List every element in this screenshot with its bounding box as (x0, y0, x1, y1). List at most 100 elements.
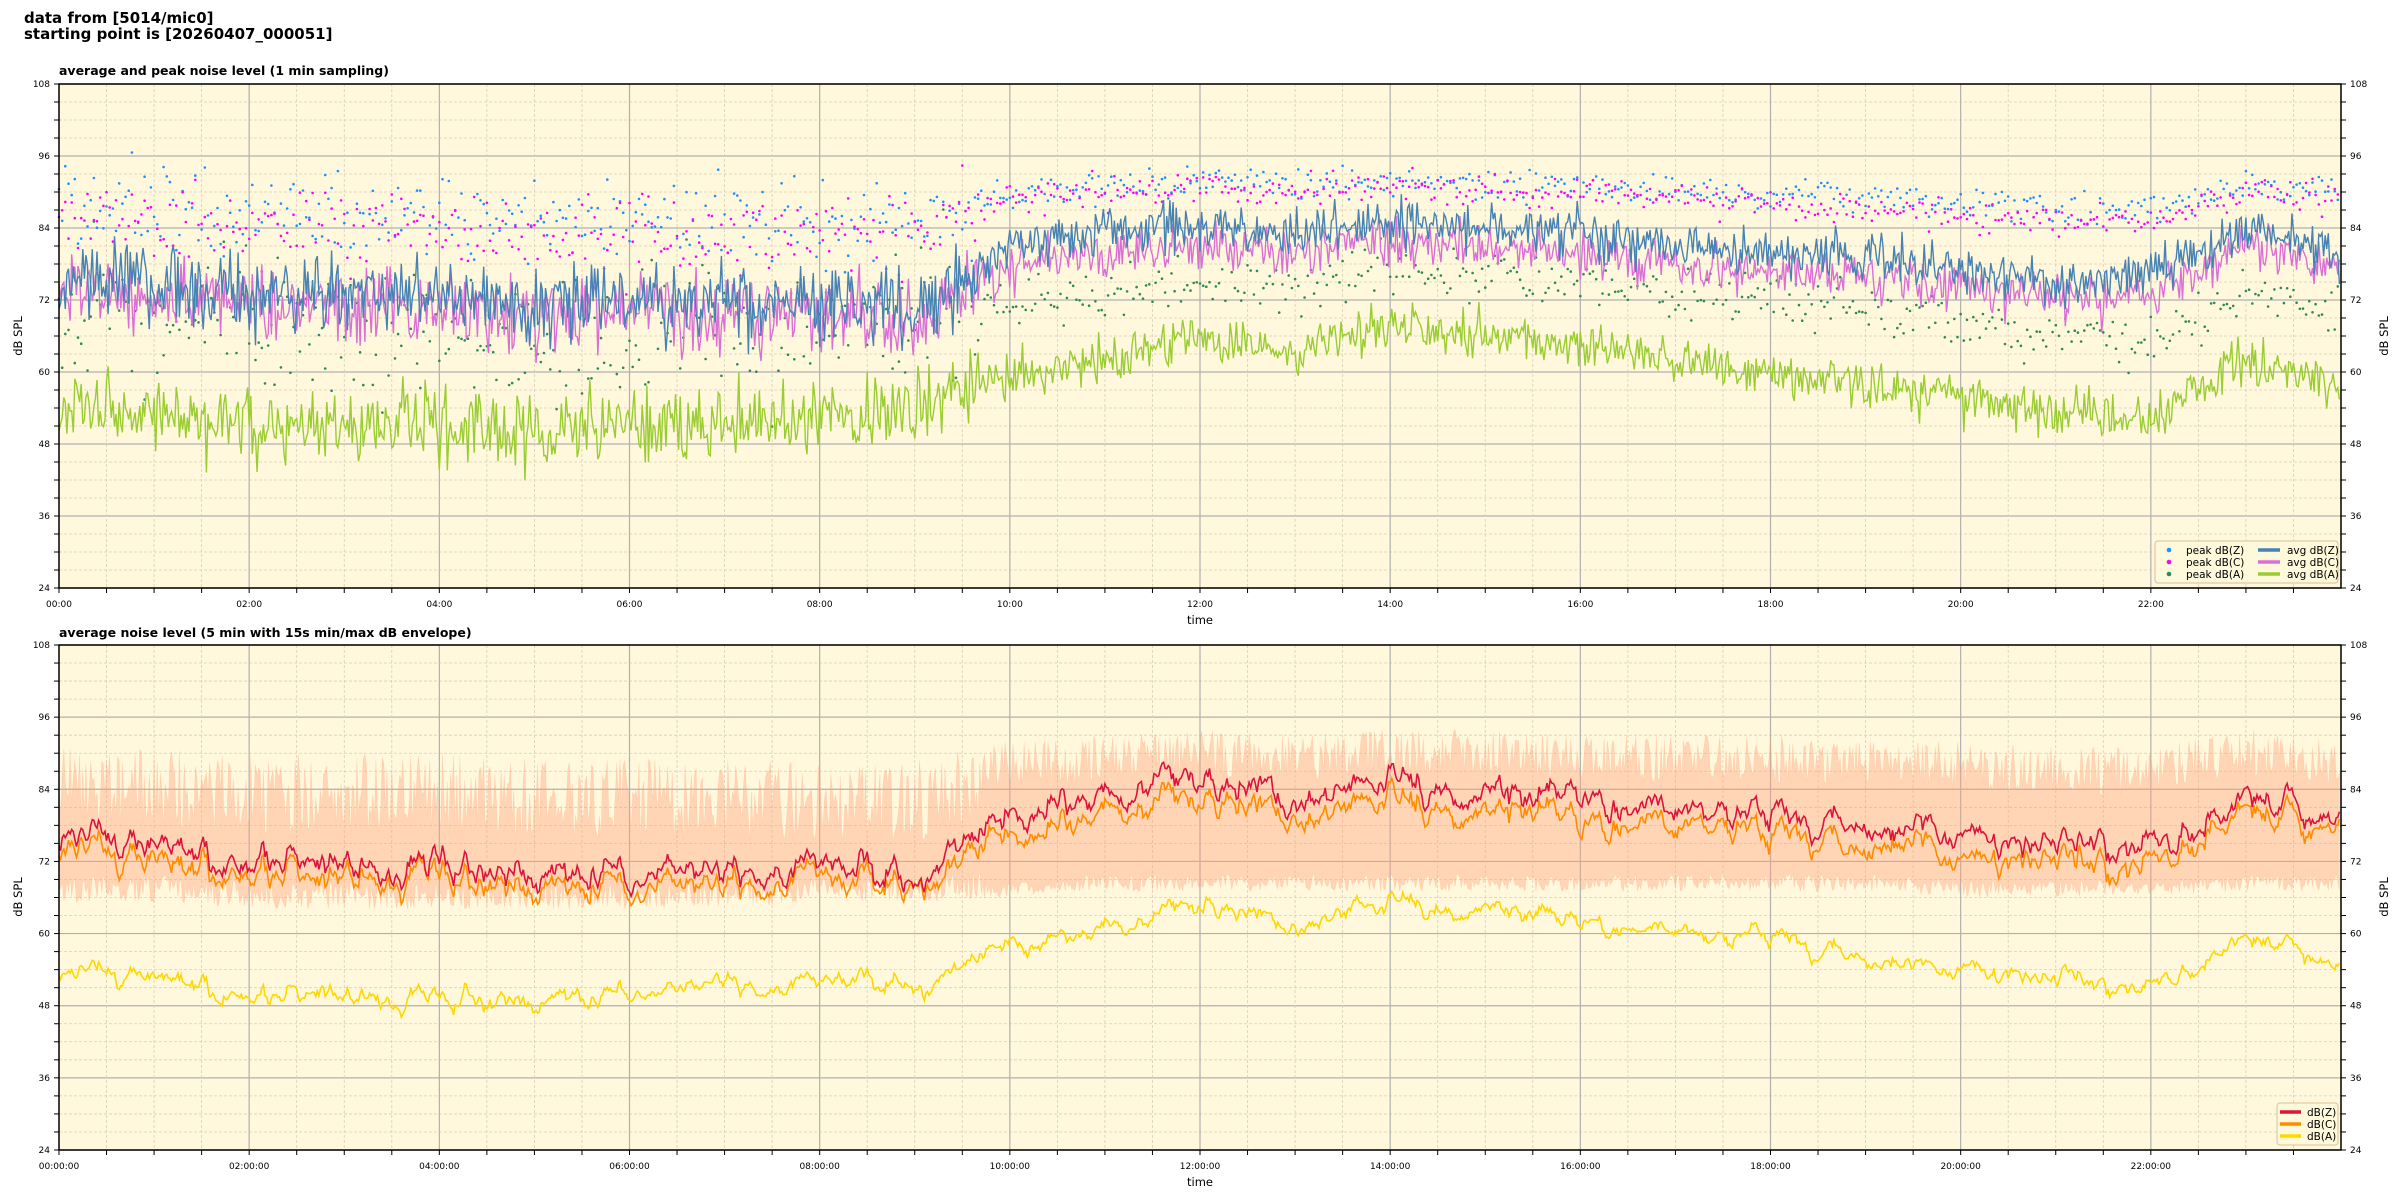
scatter-point (2266, 305, 2270, 308)
data-layer (58, 728, 2341, 1020)
scatter-point (606, 248, 609, 252)
scatter-point (1506, 179, 1509, 182)
scatter-point (371, 189, 375, 193)
scatter-point (691, 218, 695, 221)
scatter-point (650, 258, 653, 262)
scatter-point (2098, 197, 2102, 200)
scatter-point (1328, 264, 1332, 268)
scatter-point (124, 195, 127, 199)
scatter-point (178, 251, 181, 255)
scatter-point (2330, 291, 2333, 294)
scatter-point (2304, 313, 2308, 316)
scatter-point (1867, 205, 1871, 208)
scatter-point (808, 250, 812, 253)
scatter-point (2025, 209, 2029, 213)
chart2-title: average noise level (5 min with 15s min/… (59, 625, 472, 640)
scatter-point (1927, 326, 1931, 329)
scatter-point (1677, 303, 1680, 307)
scatter-point (1094, 300, 1097, 303)
scatter-point (1081, 303, 1084, 306)
scatter-point (1632, 196, 1636, 199)
scatter-point (1417, 179, 1420, 182)
scatter-point (999, 202, 1002, 205)
scatter-point (1487, 170, 1490, 174)
scatter-point (2244, 181, 2248, 184)
scatter-point (542, 351, 546, 355)
scatter-point (73, 177, 77, 181)
scatter-point (2133, 229, 2137, 233)
scatter-point (1623, 193, 1626, 197)
x-tick-label: 10:00 (997, 600, 1023, 610)
scatter-point (647, 380, 650, 384)
scatter-point (165, 323, 169, 327)
scatter-point (1071, 284, 1075, 288)
scatter-point (2155, 329, 2159, 332)
scatter-point (552, 200, 555, 204)
scatter-point (206, 214, 210, 217)
scatter-point (1420, 182, 1424, 185)
scatter-point (1604, 269, 1607, 272)
scatter-point (536, 219, 539, 223)
scatter-point (891, 203, 894, 207)
scatter-point (371, 219, 375, 222)
scatter-point (1011, 206, 1015, 210)
scatter-point (111, 240, 115, 243)
scatter-point (1008, 185, 1012, 188)
y-tick-label-left: 96 (39, 152, 51, 162)
scatter-point (1642, 181, 1645, 185)
scatter-point (1594, 199, 1598, 202)
scatter-point (1503, 198, 1506, 201)
scatter-point (786, 353, 790, 357)
scatter-point (1309, 169, 1313, 173)
scatter-point (64, 164, 67, 168)
scatter-point (774, 217, 777, 220)
scatter-point (780, 346, 783, 350)
scatter-point (568, 204, 571, 208)
scatter-point (2029, 197, 2032, 200)
scatter-point (1214, 285, 1218, 288)
scatter-point (1021, 305, 1024, 308)
scatter-point (1937, 303, 1940, 307)
scatter-point (1699, 193, 1703, 197)
x-tick-label: 02:00 (236, 600, 262, 610)
scatter-point (666, 247, 669, 251)
legend-label: dB(A) (2307, 1131, 2336, 1143)
legend-label: avg dB(C) (2287, 557, 2339, 569)
scatter-point (1024, 195, 1027, 199)
scatter-point (400, 197, 403, 201)
scatter-point (168, 203, 172, 207)
scatter-point (612, 197, 615, 201)
scatter-point (1617, 290, 1620, 293)
scatter-point (498, 229, 501, 233)
scatter-point (1293, 190, 1297, 194)
scatter-point (992, 303, 996, 307)
scatter-point (1341, 190, 1344, 194)
scatter-point (200, 222, 203, 226)
scatter-point (79, 342, 83, 346)
scatter-point (1043, 192, 1046, 196)
scatter-point (995, 179, 999, 182)
scatter-point (453, 208, 457, 212)
scatter-point (755, 370, 758, 374)
scatter-point (1835, 186, 1839, 190)
scatter-point (254, 228, 257, 232)
scatter-point (2317, 203, 2321, 206)
scatter-point (1997, 219, 2000, 222)
scatter-point (409, 244, 413, 247)
scatter-point (1953, 317, 1956, 321)
scatter-point (1940, 196, 1943, 200)
scatter-point (808, 362, 812, 365)
scatter-point (1553, 177, 1557, 181)
scatter-point (2216, 197, 2219, 200)
scatter-point (1994, 218, 1997, 222)
scatter-point (907, 222, 910, 225)
scatter-point (2270, 297, 2273, 300)
x-tick-label: 04:00:00 (419, 1162, 460, 1172)
scatter-point (1014, 305, 1018, 308)
scatter-point (1021, 193, 1024, 196)
scatter-point (1544, 291, 1547, 295)
scatter-point (1854, 200, 1858, 203)
scatter-point (1911, 207, 1915, 211)
scatter-point (2127, 221, 2130, 224)
scatter-point (2279, 199, 2283, 202)
